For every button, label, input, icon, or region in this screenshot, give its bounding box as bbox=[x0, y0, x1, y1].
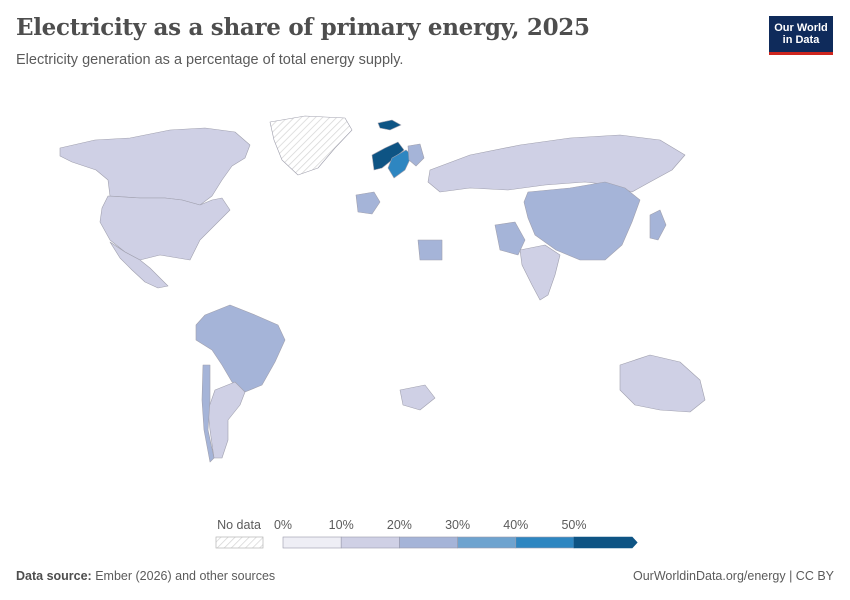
region-pakistan[interactable] bbox=[494, 221, 526, 256]
region-india[interactable] bbox=[519, 244, 561, 301]
map-regions bbox=[59, 115, 706, 463]
legend-tick-label: 40% bbox=[503, 518, 528, 532]
legend-tick-label: 0% bbox=[274, 518, 292, 532]
owid-logo[interactable]: Our World in Data bbox=[769, 16, 833, 55]
map-legend: No data 0% 10% 20% 30% 40% 50% bbox=[215, 518, 638, 549]
region-united-states[interactable] bbox=[99, 195, 231, 261]
world-map[interactable] bbox=[0, 100, 850, 505]
region-egypt[interactable] bbox=[417, 239, 443, 261]
region-china[interactable] bbox=[523, 181, 641, 261]
legend-tick-label: 10% bbox=[329, 518, 354, 532]
legend-bin-5[interactable] bbox=[573, 536, 638, 549]
region-south-africa[interactable] bbox=[399, 384, 436, 411]
region-russia[interactable] bbox=[427, 134, 686, 193]
legend-tick-label: 20% bbox=[387, 518, 412, 532]
region-finland[interactable] bbox=[407, 143, 425, 167]
source-label: Data source: bbox=[16, 569, 92, 583]
region-brazil[interactable] bbox=[195, 304, 286, 393]
region-greenland[interactable] bbox=[269, 115, 353, 176]
footer-source: Data source: Ember (2026) and other sour… bbox=[16, 569, 275, 583]
chart-title: Electricity as a share of primary energy… bbox=[16, 14, 590, 41]
region-argentina[interactable] bbox=[207, 381, 246, 459]
region-canada[interactable] bbox=[59, 127, 251, 206]
legend-no-data-swatch bbox=[215, 536, 264, 549]
region-sweden[interactable] bbox=[387, 149, 413, 179]
region-chile[interactable] bbox=[201, 364, 215, 463]
legend-tick-label: 50% bbox=[561, 518, 586, 532]
legend-bin-1[interactable] bbox=[340, 536, 400, 549]
source-text[interactable]: Ember (2026) and other sources bbox=[95, 569, 276, 583]
legend-ticks: 0% 10% 20% 30% 40% 50% bbox=[274, 518, 587, 532]
legend-bin-4[interactable] bbox=[515, 536, 575, 549]
region-iceland[interactable] bbox=[377, 119, 402, 131]
chart-subtitle: Electricity generation as a percentage o… bbox=[16, 52, 404, 68]
logo-line-1: Our World bbox=[774, 22, 828, 34]
legend-no-data-label: No data bbox=[217, 518, 261, 532]
region-mexico[interactable] bbox=[109, 241, 169, 289]
legend-bin-2[interactable] bbox=[399, 536, 458, 549]
region-australia[interactable] bbox=[619, 354, 706, 413]
legend-bin-3[interactable] bbox=[457, 536, 517, 549]
footer-url[interactable]: OurWorldinData.org/energy | CC BY bbox=[632, 569, 834, 583]
region-japan[interactable] bbox=[649, 209, 667, 241]
region-france[interactable] bbox=[355, 191, 381, 215]
legend-bins bbox=[282, 536, 638, 549]
legend-bin-0[interactable] bbox=[282, 536, 342, 549]
logo-line-2: in Data bbox=[782, 34, 820, 46]
legend-tick-label: 30% bbox=[445, 518, 470, 532]
